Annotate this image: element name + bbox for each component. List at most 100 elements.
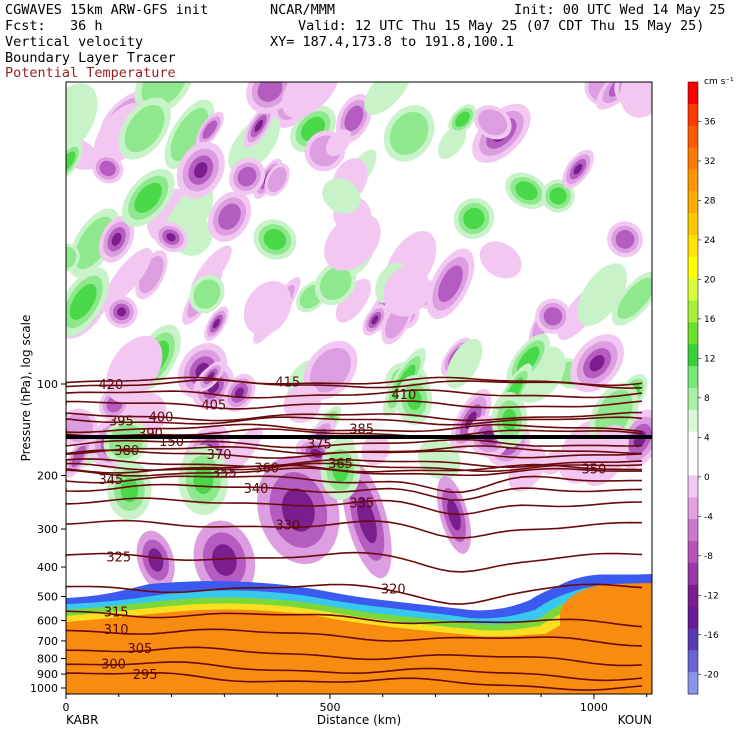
y-tick-label: 900 (37, 668, 58, 681)
theta-contour-label: 340 (244, 482, 269, 497)
velocity-cell (176, 141, 225, 199)
theta-contour-line (66, 475, 642, 494)
colorbar-swatch (688, 256, 698, 280)
colorbar-label: -4 (704, 512, 713, 522)
velocity-cell (322, 178, 361, 214)
velocity-cell (207, 191, 252, 242)
theta-contour-label: 405 (201, 399, 226, 414)
velocity-cell (243, 280, 292, 336)
theta-contour-label: 330 (275, 519, 300, 534)
y-axis-label: Pressure (hPa), log scale (19, 315, 33, 462)
x-tick-label: 1000 (580, 701, 608, 714)
velocity-cell (66, 243, 80, 272)
theta-contour-label: 350 (582, 463, 607, 478)
theta-contour-label: 410 (391, 388, 416, 403)
velocity-cell (324, 213, 381, 271)
colorbar-swatch (688, 322, 698, 345)
colorbar-units: cm s⁻¹ (704, 77, 734, 87)
valid-time: Valid: 12 UTC Thu 15 May 25 (07 CDT Thu … (298, 18, 705, 34)
colorbar-swatch (688, 672, 698, 695)
theta-contour-line (66, 610, 643, 628)
x-axis-label: Distance (km) (317, 713, 401, 727)
theta-contour-label: 415 (275, 375, 300, 390)
velocity-cell (135, 250, 168, 300)
field-label-potential-temperature: Potential Temperature (5, 65, 176, 81)
theta-contour-line (66, 497, 643, 516)
theta-contour-line (66, 583, 643, 605)
y-tick-label: 600 (37, 615, 58, 628)
colorbar-label: -12 (704, 591, 719, 601)
colorbar-swatch (688, 497, 698, 520)
velocity-cell (362, 304, 388, 336)
velocity-cell (437, 125, 467, 159)
theta-contour-line (66, 389, 643, 399)
theta-contour-label: 385 (349, 422, 374, 437)
colorbar: 36 32 28 24 20 16 12 8 4 0 -4 -8 -12 -16 -20 (687, 81, 719, 695)
colorbar-swatch (688, 278, 698, 302)
cross-section-endpoints: XY= 187.4,173.8 to 191.8,100.1 (270, 34, 514, 50)
y-tick-label: 400 (37, 561, 58, 574)
velocity-cell (448, 104, 477, 135)
theta-contour-label: 315 (104, 605, 129, 620)
colorbar-swatch (688, 584, 698, 608)
field-label-vertical-velocity: Vertical velocity (5, 34, 144, 50)
velocity-cell (446, 338, 483, 389)
theta-contour-label: 320 (381, 582, 406, 597)
y-tick-label: 700 (37, 635, 58, 648)
velocity-cell (562, 149, 594, 189)
velocity-cell (68, 208, 120, 278)
colorbar-label: 0 (704, 473, 710, 483)
theta-contour-line (66, 416, 643, 426)
velocity-cell (570, 334, 624, 393)
colorbar-swatch (688, 606, 698, 629)
velocity-cell (118, 97, 171, 160)
colorbar-swatch (688, 650, 698, 673)
theta-contour-label: 305 (127, 642, 152, 657)
colorbar-label: -16 (704, 631, 719, 641)
strong-velocity-cell (136, 530, 175, 590)
velocity-cell (264, 163, 290, 197)
colorbar-swatch (688, 409, 698, 433)
velocity-cell (228, 157, 266, 196)
velocity-cell (195, 111, 224, 148)
y-tick-label: 100 (37, 378, 58, 391)
colorbar-swatch (688, 147, 698, 170)
theta-contour-line (66, 551, 643, 573)
colorbar-label: -20 (704, 670, 719, 680)
theta-contour-line (66, 628, 643, 647)
colorbar-swatch (688, 169, 698, 192)
colorbar-frame (687, 81, 699, 695)
velocity-cell (98, 215, 135, 263)
theta-contour-label: 335 (349, 496, 374, 511)
colorbar-swatch (688, 541, 698, 564)
colorbar-swatch (688, 388, 698, 411)
velocity-cell (383, 105, 435, 162)
velocity-cell (154, 222, 188, 253)
theta-contour-label: 310 (104, 623, 129, 638)
colorbar-swatch (688, 344, 698, 367)
colorbar-swatch (688, 125, 698, 149)
velocity-cell (189, 274, 225, 314)
colorbar-swatch (688, 628, 698, 651)
plot-frame (65, 81, 653, 695)
colorbar-swatch (688, 235, 698, 258)
theta-contour-line (66, 463, 643, 474)
strong-velocity-cell (193, 520, 256, 600)
velocity-cell (105, 295, 138, 328)
velocity-cell (92, 153, 124, 184)
colorbar-swatch (688, 431, 698, 455)
theta-contour-line (66, 671, 643, 691)
velocity-cell (620, 82, 652, 118)
colorbar-label: 8 (704, 394, 710, 404)
center-label: NCAR/MMM (270, 2, 336, 18)
boundary-layer-tracer-orange (66, 606, 652, 694)
theta-contour-label: 345 (98, 473, 123, 488)
velocity-cell (94, 253, 144, 317)
colorbar-swatch (688, 300, 698, 323)
left-endpoint-label: KABR (66, 713, 98, 727)
velocity-cell (66, 267, 110, 337)
velocity-cell (607, 221, 643, 258)
theta-contour-line (66, 519, 643, 539)
colorbar-label: 24 (704, 236, 716, 246)
